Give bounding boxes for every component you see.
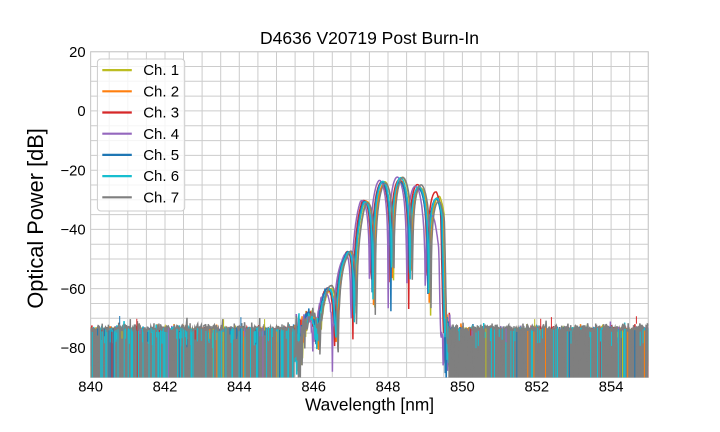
svg-text:−60: −60 bbox=[60, 282, 85, 298]
svg-text:Ch. 2: Ch. 2 bbox=[143, 83, 179, 100]
svg-text:846: 846 bbox=[301, 380, 326, 396]
svg-text:D4636 V20719 Post Burn-In: D4636 V20719 Post Burn-In bbox=[260, 28, 479, 48]
svg-text:Ch. 5: Ch. 5 bbox=[143, 147, 179, 164]
svg-text:842: 842 bbox=[153, 380, 178, 396]
svg-text:Ch. 6: Ch. 6 bbox=[143, 168, 179, 185]
svg-text:848: 848 bbox=[376, 380, 401, 396]
svg-text:Ch. 1: Ch. 1 bbox=[143, 62, 179, 79]
svg-text:854: 854 bbox=[599, 380, 624, 396]
svg-text:Optical Power [dB]: Optical Power [dB] bbox=[23, 128, 48, 309]
svg-text:850: 850 bbox=[450, 380, 475, 396]
svg-text:Wavelength [nm]: Wavelength [nm] bbox=[305, 395, 434, 415]
svg-text:Ch. 7: Ch. 7 bbox=[143, 189, 179, 206]
svg-text:−40: −40 bbox=[60, 223, 85, 239]
svg-text:0: 0 bbox=[77, 104, 85, 120]
svg-text:840: 840 bbox=[78, 380, 103, 396]
svg-text:852: 852 bbox=[524, 380, 549, 396]
svg-text:844: 844 bbox=[227, 380, 252, 396]
svg-text:Ch. 4: Ch. 4 bbox=[143, 126, 179, 143]
svg-text:20: 20 bbox=[69, 45, 85, 61]
svg-text:−80: −80 bbox=[60, 341, 85, 357]
svg-text:−20: −20 bbox=[60, 163, 85, 179]
svg-text:Ch. 3: Ch. 3 bbox=[143, 105, 179, 122]
